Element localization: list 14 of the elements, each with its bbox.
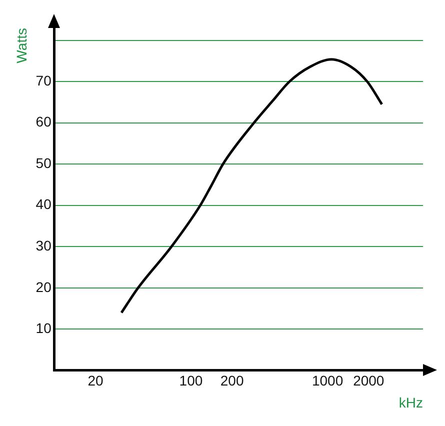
x-tick-label: 200 xyxy=(220,372,244,389)
x-tick-label: 1000 xyxy=(312,372,344,389)
y-tick-label: 20 xyxy=(36,278,52,295)
x-axis-title: kHz xyxy=(398,394,423,410)
y-tick-label: 70 xyxy=(36,72,52,88)
y-tick-label: 30 xyxy=(36,238,52,254)
x-tick-label: 20 xyxy=(88,372,104,389)
x-tick-label: 100 xyxy=(179,372,203,389)
y-axis-title: Watts xyxy=(13,28,30,64)
x-tick-label: 2000 xyxy=(353,372,384,389)
y-tick-label: 60 xyxy=(36,114,52,130)
y-tick-label: 10 xyxy=(36,320,52,336)
y-tick-label: 40 xyxy=(36,196,52,212)
y-tick-label: 50 xyxy=(36,154,52,171)
